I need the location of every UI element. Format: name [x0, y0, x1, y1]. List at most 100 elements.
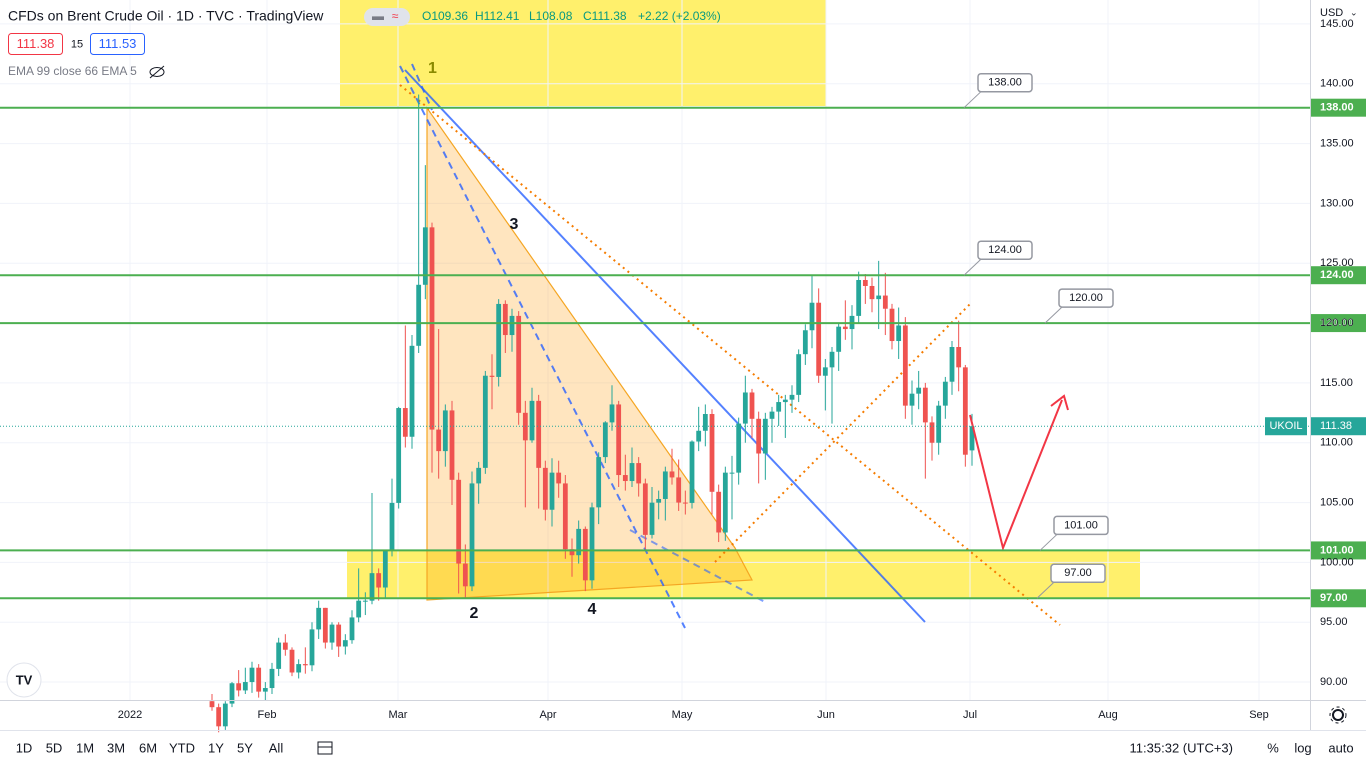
last-price-tag: [1311, 417, 1366, 436]
candle-body: [389, 502, 395, 551]
candle-body: [342, 640, 348, 647]
symbol-title[interactable]: CFDs on Brent Crude Oil · 1D · TVC · Tra…: [8, 8, 324, 24]
levels: 138.00 138.00 124.00 124.00 120.00 120.00 101.…: [0, 72, 1366, 608]
currency[interactable]: USD: [1320, 7, 1343, 19]
range-button[interactable]: 5Y: [237, 740, 253, 755]
candle-body: [722, 472, 728, 533]
candle-body: [236, 683, 242, 691]
candle-body: [736, 423, 742, 473]
candle-body: [716, 491, 722, 533]
callout-box[interactable]: [977, 72, 1033, 93]
candle-body: [756, 418, 762, 454]
indicator-legend[interactable]: EMA 99 close 66 EMA 5: [8, 64, 137, 78]
sell-button[interactable]: [8, 33, 63, 55]
candle-body: [622, 475, 628, 482]
x-tick-label: Mar: [389, 709, 408, 721]
candle-body: [942, 381, 948, 406]
candles: [209, 94, 975, 733]
trend-line-dashed[interactable]: [411, 63, 433, 111]
candle-body: [369, 573, 375, 601]
candle-body: [922, 387, 928, 423]
candle-body: [782, 399, 788, 403]
candle-body: [402, 408, 408, 437]
zone-bottom[interactable]: [347, 551, 1140, 598]
tv-logo[interactable]: TV: [6, 662, 42, 698]
status-icon: ≈: [392, 9, 399, 23]
trend-line-dashed[interactable]: [629, 529, 766, 603]
candle-body: [209, 701, 215, 708]
range-button[interactable]: 1Y: [208, 740, 224, 755]
annotation[interactable]: 3: [510, 216, 519, 233]
range-button[interactable]: 5D: [46, 740, 63, 755]
range-button[interactable]: 1D: [16, 740, 33, 755]
candle-body: [809, 302, 815, 331]
channel-line[interactable]: [399, 84, 1061, 626]
level-tag-text: 101.00: [1320, 544, 1354, 556]
x-tick-label: Aug: [1098, 709, 1118, 721]
level-tag: [1311, 266, 1366, 285]
channel-line[interactable]: [714, 301, 973, 563]
range-button[interactable]: All: [269, 740, 284, 755]
callout-box[interactable]: [1050, 563, 1106, 584]
candle-body: [496, 303, 502, 377]
candle-body: [662, 471, 668, 499]
candle-body: [896, 325, 902, 342]
y-tick-label: 95.00: [1320, 616, 1348, 628]
candle-body: [356, 600, 362, 618]
level-tag: [1311, 98, 1366, 117]
candle-body: [656, 498, 662, 503]
clock: 11:35:32 (UTC+3): [1130, 740, 1233, 755]
trend-line[interactable]: [404, 69, 926, 623]
candle-body: [416, 284, 422, 346]
compare-icon[interactable]: [317, 741, 333, 755]
callout-box[interactable]: [1058, 288, 1114, 308]
candle-body: [396, 408, 402, 503]
candle-body: [629, 463, 635, 482]
candle-body: [802, 330, 808, 355]
annotation[interactable]: 4: [588, 601, 597, 618]
candle-body: [836, 326, 842, 352]
spread: 15: [71, 38, 83, 50]
candle-body: [302, 664, 308, 666]
candle-body: [536, 400, 542, 468]
forecast-arrow[interactable]: [969, 399, 1063, 552]
candle-body: [429, 227, 435, 430]
candle-body: [556, 472, 562, 484]
candle-body: [382, 550, 388, 588]
callout-box[interactable]: [1053, 515, 1109, 536]
scale-option[interactable]: auto: [1328, 740, 1353, 755]
candle-body: [829, 351, 835, 368]
y-tick-label: 145.00: [1320, 18, 1354, 30]
annotation[interactable]: 2: [470, 605, 479, 622]
hide-icon[interactable]: [149, 65, 165, 79]
callout-connector: [1036, 580, 1056, 599]
candle-body: [442, 410, 448, 452]
callout-box[interactable]: [977, 240, 1033, 260]
candle-body: [362, 600, 368, 602]
range-button[interactable]: 1M: [76, 740, 94, 755]
trend-line-dashed[interactable]: [399, 65, 686, 629]
candle-body: [636, 463, 642, 484]
candle-body: [729, 472, 735, 474]
buy-button[interactable]: [90, 33, 145, 55]
annotation[interactable]: 1: [428, 60, 437, 77]
range-button[interactable]: 3M: [107, 740, 125, 755]
candle-body: [936, 405, 942, 443]
candle-body: [529, 400, 535, 441]
range-button[interactable]: YTD: [169, 740, 195, 755]
candle-body: [329, 624, 335, 643]
range-button[interactable]: 6M: [139, 740, 157, 755]
settings-icon[interactable]: [1329, 706, 1347, 724]
candle-body: [742, 392, 748, 424]
candle-body: [596, 457, 602, 508]
y-tick-label: 135.00: [1320, 137, 1354, 149]
scale-option[interactable]: %: [1267, 740, 1279, 755]
status-pill[interactable]: [364, 8, 410, 26]
candle-body: [562, 483, 568, 550]
candle-body: [449, 410, 455, 480]
candle-body: [316, 607, 322, 630]
candle-body: [676, 477, 682, 503]
candle-body: [696, 430, 702, 442]
scale-option[interactable]: log: [1294, 740, 1311, 755]
candle-body: [862, 280, 868, 286]
